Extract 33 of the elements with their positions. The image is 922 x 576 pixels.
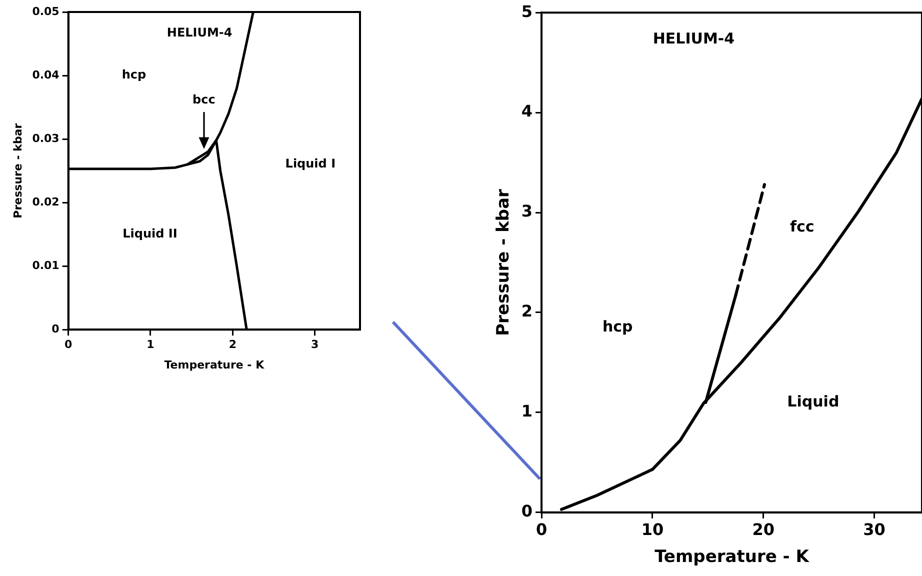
y-tick-label: 0.04	[32, 68, 60, 82]
x-tick-label: 0	[536, 520, 548, 540]
x-axis-title: Temperature - K	[164, 358, 265, 372]
annotation: Liquid	[787, 392, 840, 410]
x-tick-label: 10	[641, 520, 664, 540]
annotation: Liquid I	[285, 156, 336, 171]
y-tick-label: 4	[521, 102, 533, 121]
x-tick-label: 1	[146, 338, 154, 352]
y-axis-title: Pressure - kbar	[494, 188, 514, 336]
y-tick-label: 0	[52, 322, 60, 336]
x-tick-label: 3	[310, 338, 319, 352]
y-tick-label: 2	[521, 302, 533, 321]
text: HELIUM-4	[652, 29, 735, 48]
x-axis-title: Temperature - K	[654, 547, 810, 568]
x-tick-label: 2	[228, 338, 236, 352]
x-tick-label: 0	[64, 338, 73, 352]
y-tick-label: 0	[521, 502, 533, 521]
y-tick-label: 5	[521, 2, 533, 21]
annotation: hcp	[122, 68, 146, 82]
annotation: hcp	[602, 317, 634, 336]
y-tick-label: 0.05	[32, 4, 60, 18]
annotation: fcc	[790, 217, 814, 236]
y-tick-label: 1	[521, 402, 533, 421]
text: HELIUM-4	[166, 26, 232, 40]
y-tick-label: 3	[521, 202, 533, 221]
annotation: bcc	[192, 92, 216, 107]
y-tick-label: 0.03	[32, 132, 60, 145]
annotation: Liquid II	[122, 226, 178, 240]
y-tick-label: 0.01	[32, 258, 60, 272]
y-axis-title: Pressure - kbar	[11, 122, 24, 218]
x-tick-label: 20	[752, 520, 775, 540]
x-tick-label: 30	[863, 520, 886, 540]
y-tick-label: 0.02	[32, 195, 60, 208]
